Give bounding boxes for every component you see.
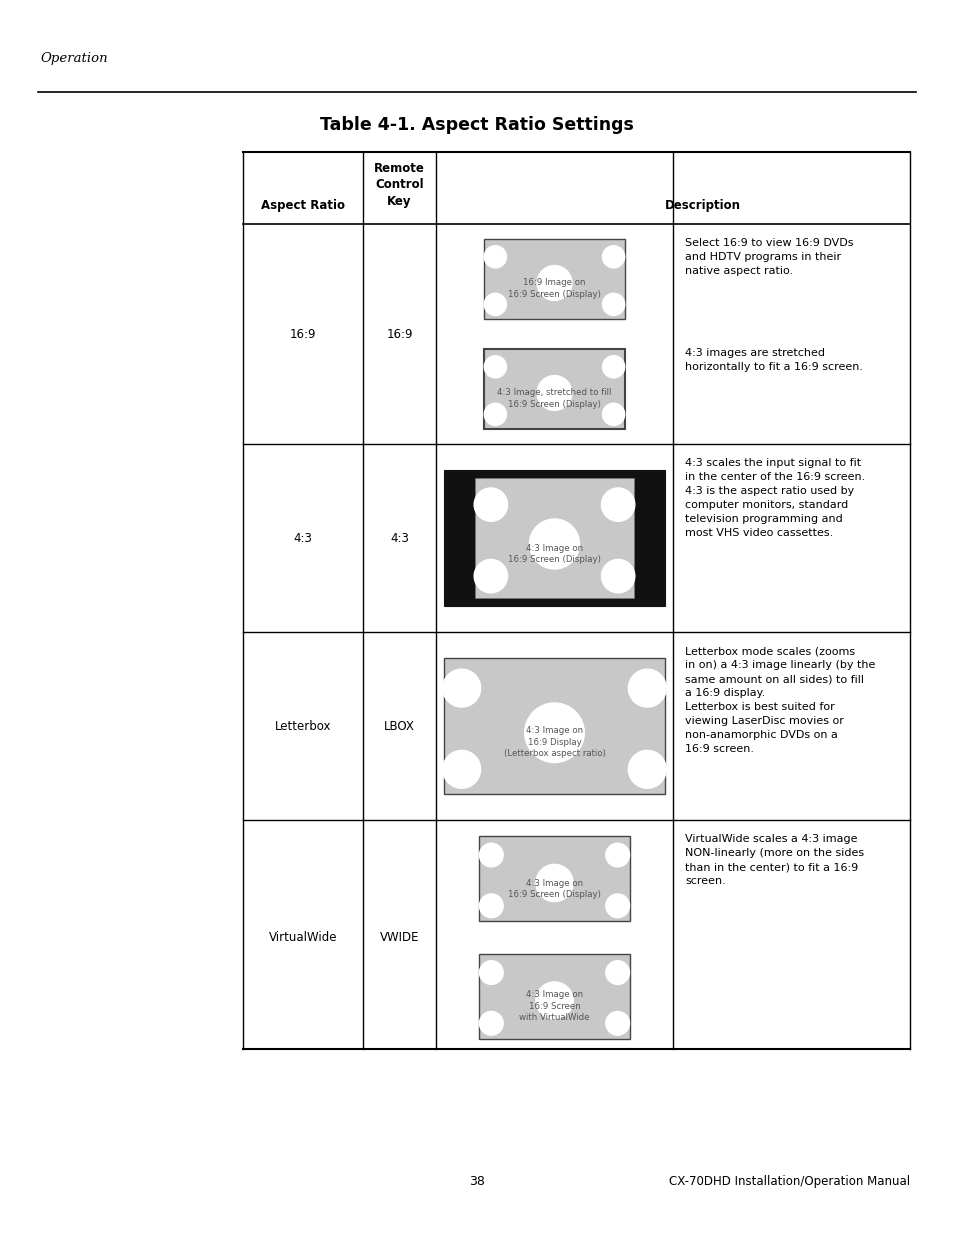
Text: Letterbox mode scales (zooms
in on) a 4:3 image linearly (by the
same amount on : Letterbox mode scales (zooms in on) a 4:… <box>684 646 875 755</box>
Text: 4:3 scales the input signal to fit
in the center of the 16:9 screen.
4:3 is the : 4:3 scales the input signal to fit in th… <box>684 458 864 538</box>
Text: 16:9: 16:9 <box>386 327 413 341</box>
Text: 16:9 Image on
16:9 Screen (Display): 16:9 Image on 16:9 Screen (Display) <box>508 278 600 299</box>
Text: 4:3 Image, stretched to fill
16:9 Screen (Display): 4:3 Image, stretched to fill 16:9 Screen… <box>497 388 611 409</box>
Circle shape <box>484 246 506 268</box>
Text: VirtualWide scales a 4:3 image
NON-linearly (more on the sides
than in the cente: VirtualWide scales a 4:3 image NON-linea… <box>684 834 863 885</box>
Circle shape <box>602 246 624 268</box>
Bar <box>483 350 624 429</box>
Text: Description: Description <box>664 199 740 212</box>
Circle shape <box>602 356 624 378</box>
Circle shape <box>479 1011 502 1035</box>
Bar <box>443 658 664 794</box>
Circle shape <box>628 669 665 708</box>
Circle shape <box>524 703 583 762</box>
Circle shape <box>536 982 573 1019</box>
Circle shape <box>602 404 624 425</box>
Text: 4:3 Image on
16:9 Screen (Display): 4:3 Image on 16:9 Screen (Display) <box>508 545 600 564</box>
Text: 16:9: 16:9 <box>290 327 315 341</box>
Circle shape <box>442 669 480 708</box>
Text: VirtualWide: VirtualWide <box>269 931 337 944</box>
Text: VWIDE: VWIDE <box>379 931 418 944</box>
Circle shape <box>474 559 507 593</box>
Bar <box>478 836 629 921</box>
Circle shape <box>484 293 506 315</box>
Bar <box>443 471 664 605</box>
Text: Aspect Ratio: Aspect Ratio <box>261 199 345 212</box>
Text: 38: 38 <box>469 1174 484 1188</box>
Circle shape <box>479 894 502 918</box>
Circle shape <box>484 404 506 425</box>
Text: Operation: Operation <box>40 52 108 65</box>
Circle shape <box>529 519 578 569</box>
Circle shape <box>479 844 502 867</box>
Circle shape <box>484 356 506 378</box>
Text: Letterbox: Letterbox <box>274 720 331 732</box>
Text: 4:3: 4:3 <box>390 531 409 545</box>
Circle shape <box>600 488 634 521</box>
Circle shape <box>600 559 634 593</box>
Circle shape <box>605 894 629 918</box>
Text: 4:3 Image on
16:9 Display
(Letterbox aspect ratio): 4:3 Image on 16:9 Display (Letterbox asp… <box>503 726 605 758</box>
Circle shape <box>605 844 629 867</box>
Circle shape <box>479 961 502 984</box>
Circle shape <box>537 266 572 300</box>
Circle shape <box>605 961 629 984</box>
Text: CX-70DHD Installation/Operation Manual: CX-70DHD Installation/Operation Manual <box>668 1174 909 1188</box>
Circle shape <box>474 488 507 521</box>
Text: 4:3 Image on
16:9 Screen (Display): 4:3 Image on 16:9 Screen (Display) <box>508 878 600 899</box>
Circle shape <box>536 864 573 902</box>
Text: Select 16:9 to view 16:9 DVDs
and HDTV programs in their
native aspect ratio.: Select 16:9 to view 16:9 DVDs and HDTV p… <box>684 238 853 275</box>
Text: Remote
Control
Key: Remote Control Key <box>374 162 424 207</box>
Bar <box>483 240 624 319</box>
Text: 4:3: 4:3 <box>294 531 313 545</box>
Circle shape <box>628 751 665 788</box>
Text: 4:3 images are stretched
horizontally to fit a 16:9 screen.: 4:3 images are stretched horizontally to… <box>684 348 862 372</box>
Text: LBOX: LBOX <box>384 720 415 732</box>
Circle shape <box>602 293 624 315</box>
Bar <box>478 953 629 1039</box>
Circle shape <box>442 751 480 788</box>
Bar <box>475 478 634 598</box>
Text: Table 4-1. Aspect Ratio Settings: Table 4-1. Aspect Ratio Settings <box>319 116 634 135</box>
Text: 4:3 Image on
16:9 Screen
with VirtualWide: 4:3 Image on 16:9 Screen with VirtualWid… <box>518 990 589 1023</box>
Circle shape <box>537 375 572 410</box>
Circle shape <box>605 1011 629 1035</box>
